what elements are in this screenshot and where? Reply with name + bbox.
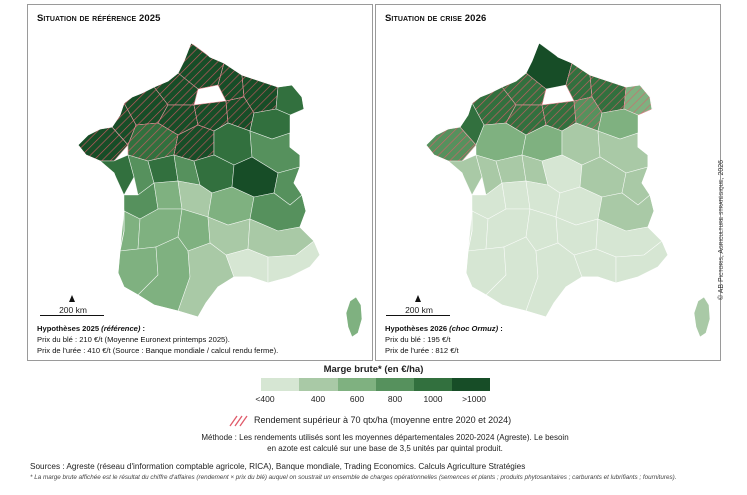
- legend-title: Marge brute* (en €/ha): [323, 364, 424, 375]
- legend-tick-label: 400: [310, 394, 326, 404]
- legend-swatch: [261, 378, 299, 391]
- france-outline: [425, 42, 669, 318]
- hypotheses-title: Hypothèses 2026 (choc Ormuz) :: [385, 323, 503, 334]
- corsica-area: [693, 296, 711, 338]
- legend-tick-label: <400: [255, 394, 275, 404]
- panel-title: Situation de référence 2025: [37, 13, 161, 24]
- france-map-2026: [425, 42, 711, 338]
- legend-swatch: [414, 378, 452, 391]
- department-area: [153, 180, 183, 210]
- departments-layer: [77, 42, 321, 318]
- legend-tick-label: 1000: [423, 394, 443, 404]
- footnote: * La marge brute affichée est le résulta…: [30, 474, 677, 481]
- hypothesis-line: Prix du blé : 195 €/t: [385, 335, 451, 344]
- hypotheses-block: Hypothèses 2026 (choc Ormuz) : Prix du b…: [385, 323, 503, 356]
- legend-swatch: [299, 378, 338, 391]
- north-arrow-icon: [415, 295, 421, 302]
- legend-swatch: [338, 378, 376, 391]
- reference-2025-map-panel: Situation de référence 2025 200 km Hypot…: [27, 4, 373, 361]
- hypotheses-title-end: :: [498, 324, 503, 333]
- hypotheses-title-text: Hypothèses 2026: [385, 324, 450, 333]
- hypothesis-line: Prix de l'urée : 410 €/t (Source : Banqu…: [37, 346, 279, 355]
- france-outline: [77, 42, 321, 318]
- hypotheses-title-text: Hypothèses 2025: [37, 324, 102, 333]
- hypotheses-title-end: :: [140, 324, 146, 333]
- scale-label: 200 km: [405, 305, 433, 315]
- crisis-2026-map-panel: Situation de crise 2026 200 km Hypothèse…: [375, 4, 721, 361]
- copyright-credit: © AB Pictoris, Agriculture stratégique, …: [718, 159, 725, 300]
- department-area: [501, 180, 531, 210]
- legend-tick-label: 600: [349, 394, 365, 404]
- department-area: [447, 154, 483, 196]
- hypotheses-title-em: (choc Ormuz): [449, 324, 499, 333]
- legend-tick-label: 800: [387, 394, 403, 404]
- legend-swatch: [376, 378, 414, 391]
- department-area: [99, 154, 135, 196]
- hypothesis-line: Prix du blé : 210 €/t (Moyenne Euronext …: [37, 335, 230, 344]
- panel-title: Situation de crise 2026: [385, 13, 487, 24]
- departments-layer: [425, 42, 669, 318]
- sources: Sources : Agreste (réseau d'information …: [30, 462, 526, 471]
- scale-label: 200 km: [59, 305, 87, 315]
- hatch-legend-label: Rendement supérieur à 70 qtx/ha (moyenne…: [254, 415, 512, 425]
- legend-tick-label: >1000: [462, 394, 486, 404]
- method-note: Méthode : Les rendements utilisés sont l…: [201, 433, 569, 453]
- hypotheses-block: Hypothèses 2025 (référence) : Prix du bl…: [37, 323, 278, 356]
- hypotheses-title-em: (référence): [101, 324, 141, 333]
- legend-swatch: [452, 378, 490, 391]
- scale-line: [386, 315, 450, 316]
- hypothesis-line: Prix de l'urée : 812 €/t: [385, 346, 459, 355]
- hypotheses-title: Hypothèses 2025 (référence) :: [37, 323, 278, 334]
- north-arrow-icon: [69, 295, 75, 302]
- corsica-area: [345, 296, 363, 338]
- france-map-2025: [77, 42, 363, 338]
- hatch-legend-icon: [229, 415, 248, 427]
- scale-line: [40, 315, 104, 316]
